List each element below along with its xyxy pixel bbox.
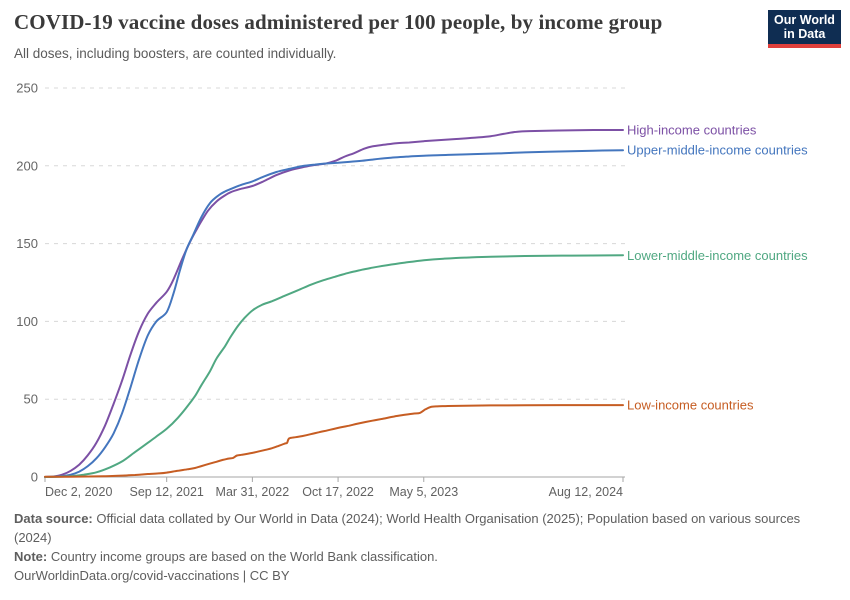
- chart-footer: Data source: Official data collated by O…: [14, 509, 820, 585]
- citation-link[interactable]: OurWorldinData.org/covid-vaccinations | …: [14, 568, 290, 583]
- x-tick-label: May 5, 2023: [389, 485, 458, 499]
- data-source-label: Data source:: [14, 511, 93, 526]
- note-line: Note: Country income groups are based on…: [14, 547, 820, 566]
- owid-logo-line1: Our World: [774, 13, 835, 27]
- note-label: Note:: [14, 549, 48, 564]
- series-label-lower-middle-income-countries: Lower-middle-income countries: [627, 248, 808, 263]
- data-source-text: Official data collated by Our World in D…: [14, 511, 801, 545]
- y-tick-label-150: 150: [16, 236, 38, 251]
- x-tick-label: Mar 31, 2022: [216, 485, 290, 499]
- series-line-low-income-countries: [44, 404, 624, 478]
- x-tick-label: Dec 2, 2020: [45, 485, 112, 499]
- y-tick-label-200: 200: [16, 158, 38, 173]
- series-label-high-income-countries: High-income countries: [627, 123, 757, 138]
- owid-logo-line2: in Data: [783, 27, 826, 41]
- note-text: Country income groups are based on the W…: [47, 549, 438, 564]
- chart-subtitle: All doses, including boosters, are count…: [14, 46, 337, 61]
- x-tick-label: Aug 12, 2024: [549, 485, 623, 499]
- series-line-lower-middle-income-countries: [44, 254, 624, 478]
- owid-logo[interactable]: Our World in Data: [768, 10, 841, 48]
- series-line-high-income-countries: [44, 128, 624, 478]
- series-label-upper-middle-income-countries: Upper-middle-income countries: [627, 143, 808, 158]
- series-line-upper-middle-income-countries: [44, 149, 624, 478]
- series-label-low-income-countries: Low-income countries: [627, 398, 754, 413]
- page-title: COVID-19 vaccine doses administered per …: [14, 10, 663, 34]
- y-tick-label-250: 250: [16, 81, 38, 96]
- chart-svg[interactable]: 0 50 100 150 200 250 Dec 2, 2020 Sep 12, 2021 Ma…: [0, 0, 850, 505]
- data-source-line: Data source: Official data collated by O…: [14, 509, 820, 547]
- y-tick-label-100: 100: [16, 314, 38, 329]
- x-tick-label: Oct 17, 2022: [302, 485, 374, 499]
- y-tick-label-0: 0: [31, 470, 38, 485]
- x-tick-label: Sep 12, 2021: [129, 485, 203, 499]
- y-tick-label-50: 50: [24, 392, 38, 407]
